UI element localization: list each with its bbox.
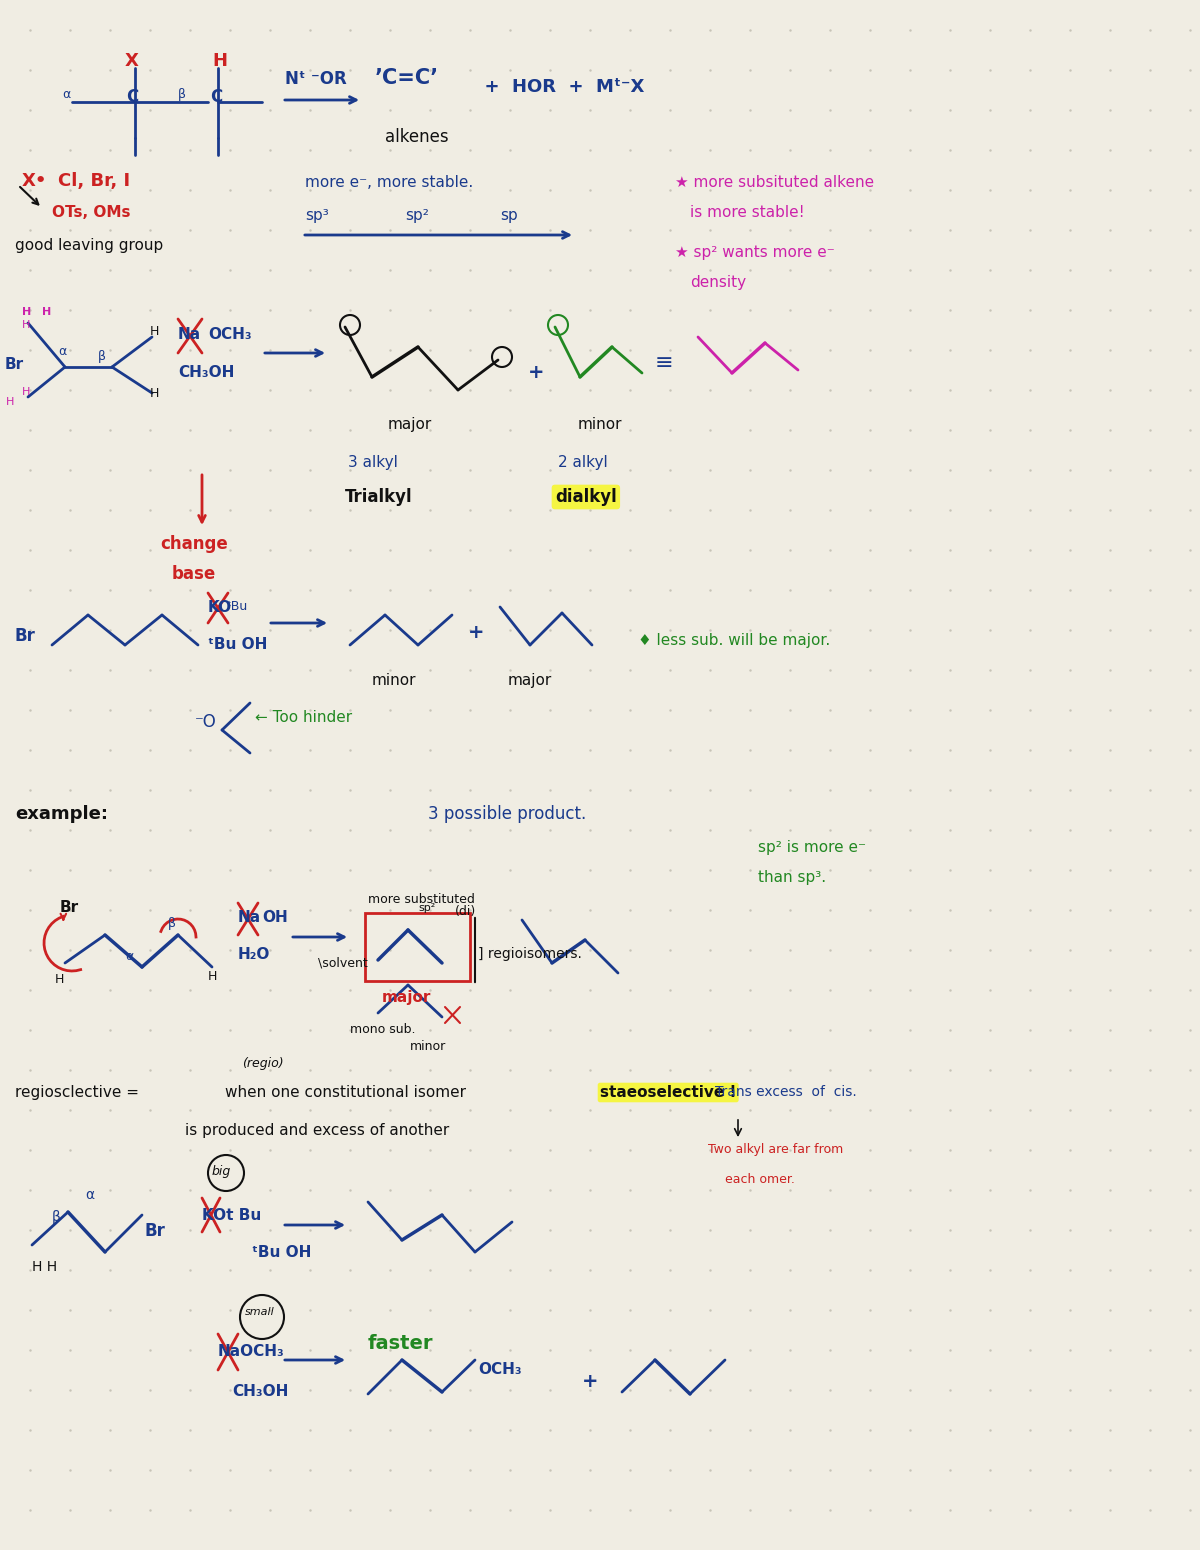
Text: KOt Bu: KOt Bu	[202, 1207, 262, 1223]
Text: (regio): (regio)	[242, 1057, 283, 1070]
Text: β: β	[98, 350, 106, 363]
Text: Trans excess  of  cis.: Trans excess of cis.	[715, 1085, 857, 1099]
Text: ᵗBu: ᵗBu	[228, 600, 248, 612]
Text: ⁻O: ⁻O	[194, 713, 217, 732]
Text: Br: Br	[5, 356, 24, 372]
Text: ★ sp² wants more e⁻: ★ sp² wants more e⁻	[674, 245, 835, 260]
Text: +: +	[528, 363, 545, 381]
Text: ᵗBu OH: ᵗBu OH	[208, 637, 268, 653]
Text: big: big	[212, 1166, 232, 1178]
Text: OTs, OMs: OTs, OMs	[52, 205, 131, 220]
Text: α: α	[85, 1187, 94, 1201]
Text: than sp³.: than sp³.	[758, 870, 826, 885]
Text: H H: H H	[32, 1260, 58, 1274]
Text: H: H	[42, 307, 52, 318]
Text: KO: KO	[208, 600, 232, 615]
Text: Na: Na	[178, 327, 202, 343]
Text: sp³: sp³	[305, 208, 329, 223]
Text: faster: faster	[368, 1335, 433, 1353]
Text: 3 possible product.: 3 possible product.	[428, 804, 587, 823]
Text: density: density	[690, 274, 746, 290]
Text: Cl, Br, I: Cl, Br, I	[58, 172, 130, 191]
Text: C: C	[126, 88, 138, 105]
Text: X: X	[125, 53, 139, 70]
Text: sp²: sp²	[406, 208, 428, 223]
Text: sp²: sp²	[418, 904, 436, 913]
Text: 2 alkyl: 2 alkyl	[558, 456, 607, 470]
Text: β: β	[178, 88, 186, 101]
Text: Br: Br	[60, 901, 79, 914]
Text: OCH₃: OCH₃	[478, 1362, 522, 1376]
Text: H: H	[22, 307, 31, 318]
Text: minor: minor	[372, 673, 416, 688]
Text: OCH₃: OCH₃	[208, 327, 252, 343]
Text: Trialkyl: Trialkyl	[346, 488, 413, 505]
Text: major: major	[382, 990, 431, 1004]
Text: +  HOR  +  Mᵗ⁻X: + HOR + Mᵗ⁻X	[472, 78, 644, 96]
Text: α: α	[62, 88, 71, 101]
Text: X•: X•	[22, 172, 48, 191]
Text: β: β	[52, 1211, 61, 1224]
Text: ≡: ≡	[655, 353, 673, 374]
Text: mono sub.: mono sub.	[350, 1023, 415, 1035]
Text: CH₃OH: CH₃OH	[232, 1384, 288, 1400]
Text: Br: Br	[14, 628, 36, 645]
Text: alkenes: alkenes	[385, 129, 449, 146]
Text: sp: sp	[500, 208, 517, 223]
Text: CH₃OH: CH₃OH	[178, 364, 234, 380]
Text: H: H	[22, 388, 30, 397]
Text: (di): (di)	[455, 905, 476, 918]
Text: staeoselective !: staeoselective !	[600, 1085, 737, 1100]
Text: β: β	[168, 918, 176, 930]
Text: is produced and excess of another: is produced and excess of another	[185, 1124, 449, 1138]
Text: OH: OH	[262, 910, 288, 925]
Text: is more stable!: is more stable!	[690, 205, 805, 220]
Text: Na: Na	[238, 910, 262, 925]
Text: small: small	[245, 1307, 275, 1317]
Text: ] regioisomers.: ] regioisomers.	[478, 947, 582, 961]
Text: Br: Br	[145, 1221, 166, 1240]
Text: minor: minor	[578, 417, 623, 432]
Text: regiosclective =: regiosclective =	[14, 1085, 139, 1100]
Text: each omer.: each omer.	[725, 1173, 794, 1186]
Text: ★ more subsituted alkene: ★ more subsituted alkene	[674, 175, 874, 191]
Text: +: +	[468, 623, 485, 642]
Text: \solvent: \solvent	[318, 956, 367, 970]
Text: Two alkyl are far from: Two alkyl are far from	[708, 1142, 844, 1156]
Text: ʼC=Cʼ: ʼC=Cʼ	[374, 68, 439, 88]
Text: H: H	[55, 973, 65, 986]
Text: major: major	[508, 673, 552, 688]
Text: α: α	[58, 346, 66, 358]
Text: change: change	[160, 535, 228, 553]
Text: ᵗBu OH: ᵗBu OH	[252, 1245, 311, 1260]
Text: +: +	[582, 1372, 599, 1390]
Bar	[365, 913, 470, 981]
Text: H: H	[150, 388, 160, 400]
Text: minor: minor	[410, 1040, 446, 1052]
Text: H: H	[208, 970, 217, 983]
Text: more e⁻, more stable.: more e⁻, more stable.	[305, 175, 473, 191]
Text: good leaving group: good leaving group	[14, 239, 163, 253]
Text: ← Too hinder: ← Too hinder	[254, 710, 352, 725]
Text: 3 alkyl: 3 alkyl	[348, 456, 398, 470]
Text: when one constitutional isomer: when one constitutional isomer	[226, 1085, 466, 1100]
Text: NaOCH₃: NaOCH₃	[218, 1344, 284, 1359]
Text: H₂O: H₂O	[238, 947, 270, 963]
Text: ♦ less sub. will be major.: ♦ less sub. will be major.	[638, 632, 830, 648]
Text: H: H	[150, 326, 160, 338]
Text: base: base	[172, 566, 216, 583]
Text: α: α	[125, 950, 133, 963]
Text: major: major	[388, 417, 432, 432]
Text: sp² is more e⁻: sp² is more e⁻	[758, 840, 866, 856]
Text: C: C	[210, 88, 222, 105]
Text: H: H	[6, 397, 14, 408]
Text: Nᵗ ⁻OR: Nᵗ ⁻OR	[286, 70, 347, 88]
Text: H: H	[212, 53, 227, 70]
Text: H: H	[22, 319, 30, 330]
Text: more substituted: more substituted	[368, 893, 475, 907]
Text: example:: example:	[14, 804, 108, 823]
Text: dialkyl: dialkyl	[554, 488, 617, 505]
